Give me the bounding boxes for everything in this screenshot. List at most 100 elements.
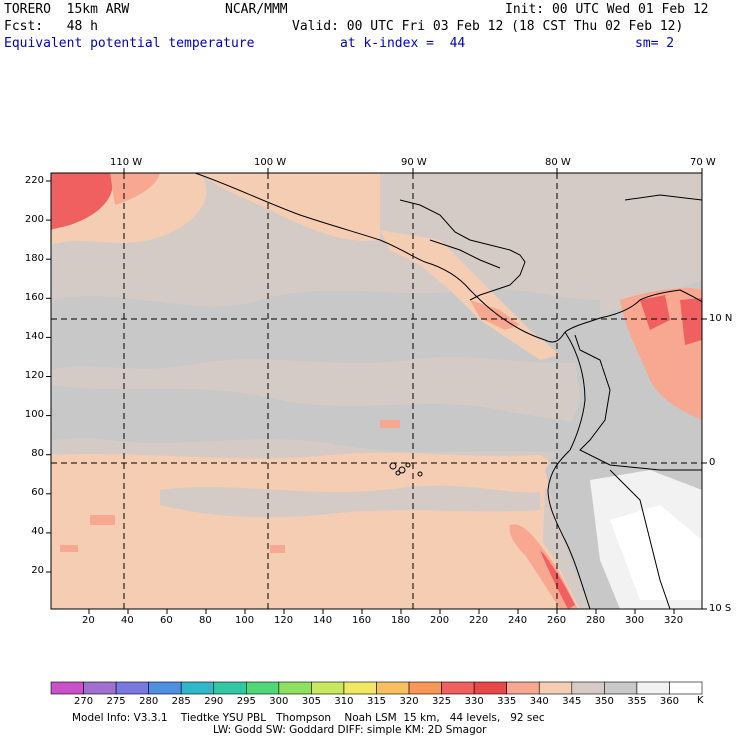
colorbar-label: 285: [171, 696, 191, 707]
x-label: 100: [235, 615, 255, 626]
colorbar: [50, 681, 703, 695]
y-label: 20: [31, 565, 44, 576]
lon-label-100w: 100 W: [254, 157, 287, 168]
field-warm-mexico: [200, 173, 380, 241]
field-cell: [60, 545, 78, 552]
init-time: Init: 00 UTC Wed 01 Feb 12: [505, 2, 709, 17]
valid-time: Valid: 00 UTC Fri 03 Feb 12 (18 CST Thu …: [292, 19, 684, 34]
field-hot-venezuela-2: [680, 298, 702, 345]
lat-label-0: 0: [709, 457, 716, 468]
lat-label-10s: 10 S: [709, 603, 732, 614]
colorbar-label: 280: [139, 696, 159, 707]
y-label: 120: [24, 370, 44, 381]
colorbar-label: 270: [74, 696, 94, 707]
model-info-line2: LW: Godd SW: Goddard DIFF: simple KM: 2D…: [213, 724, 487, 736]
colorbar-unit: K: [697, 695, 704, 706]
center-name: NCAR/MMM: [225, 2, 288, 17]
x-label: 20: [82, 615, 95, 626]
x-label: 80: [199, 615, 212, 626]
colorbar-label: 295: [236, 696, 256, 707]
colorbar-cell: [278, 681, 312, 695]
colorbar-cell: [213, 681, 247, 695]
x-grid-ticks: [88, 609, 675, 614]
colorbar-label: 320: [399, 696, 419, 707]
colorbar-label: 305: [301, 696, 321, 707]
x-label: 200: [430, 615, 450, 626]
x-label: 280: [586, 615, 606, 626]
colorbar-label: 360: [659, 696, 679, 707]
colorbar-cell: [571, 681, 605, 695]
field-band-light: [51, 288, 600, 370]
y-label: 140: [24, 331, 44, 342]
colorbar-cell: [538, 681, 573, 695]
x-label: 40: [121, 615, 134, 626]
colorbar-cell: [115, 681, 149, 695]
x-label: 240: [508, 615, 528, 626]
field-warm-nw: [110, 173, 160, 205]
field-hotter-peru: [540, 550, 575, 609]
colorbar-cell: [83, 681, 117, 695]
colorbar-cell: [246, 681, 280, 695]
x-label: 320: [664, 615, 684, 626]
colorbar-cell: [441, 681, 475, 695]
colorbar-cell: [148, 681, 182, 695]
y-label: 60: [31, 487, 44, 498]
field-cell: [380, 420, 400, 428]
colorbar-label: 345: [562, 696, 582, 707]
forecast-hour: Fcst: 48 h: [4, 19, 98, 34]
colorbar-label: 355: [627, 696, 647, 707]
lon-label-80w: 80 W: [545, 157, 571, 168]
x-label: 120: [274, 615, 294, 626]
y-label: 200: [24, 214, 44, 225]
field-band-tan-south: [160, 485, 540, 518]
colorbar-label: 275: [106, 696, 126, 707]
lon-label-110w: 110 W: [110, 157, 143, 168]
x-label: 60: [160, 615, 173, 626]
tick-marks: [123, 168, 707, 610]
field-cell: [270, 545, 285, 553]
colorbar-cell: [311, 681, 345, 695]
y-label: 180: [24, 253, 44, 264]
lat-lon-grid: [51, 173, 702, 609]
colorbar-cell: [408, 681, 442, 695]
field-cell: [90, 515, 115, 525]
field-hot-costa-rica: [470, 300, 520, 330]
colorbar-cell: [50, 681, 84, 695]
colorbar-label: 310: [334, 696, 354, 707]
field-band-light-2: [51, 385, 580, 455]
map-frame: [50, 172, 703, 610]
colorbar-cell: [180, 681, 215, 695]
y-label: 40: [31, 526, 44, 537]
level-info: at k-index = 44: [340, 36, 466, 51]
colorbar-label: 350: [594, 696, 614, 707]
x-label: 160: [352, 615, 372, 626]
lon-label-90w: 90 W: [401, 157, 427, 168]
x-label: 220: [469, 615, 489, 626]
y-label: 80: [31, 448, 44, 459]
field-land-sa-whiter: [610, 505, 702, 600]
smoothing-info: sm= 2: [635, 36, 675, 51]
y-grid-ticks: [46, 180, 51, 573]
field-name: Equivalent potential temperature: [4, 36, 255, 51]
x-label: 140: [313, 615, 333, 626]
colorbar-label: 315: [366, 696, 387, 707]
model-name: TORERO 15km ARW: [4, 2, 130, 17]
coastlines: [194, 173, 702, 609]
model-info-line1: Model Info: V3.3.1 Tiedtke YSU PBL Thomp…: [72, 712, 545, 724]
colorbar-cell: [473, 681, 507, 695]
colorbar-cell: [636, 681, 670, 695]
colorbar-cell: [506, 681, 540, 695]
colorbar-label: 290: [204, 696, 224, 707]
colorbar-cell: [343, 681, 377, 695]
y-label: 100: [24, 409, 44, 420]
lon-label-70w: 70 W: [690, 157, 716, 168]
field-hot-nw: [51, 173, 113, 230]
field-warm-colombia: [620, 288, 702, 420]
x-label: 260: [547, 615, 567, 626]
x-label: 300: [625, 615, 645, 626]
y-label: 220: [24, 175, 44, 186]
field-hot-venezuela: [640, 295, 670, 330]
lat-label-10n: 10 N: [709, 313, 733, 324]
y-label: 160: [24, 292, 44, 303]
